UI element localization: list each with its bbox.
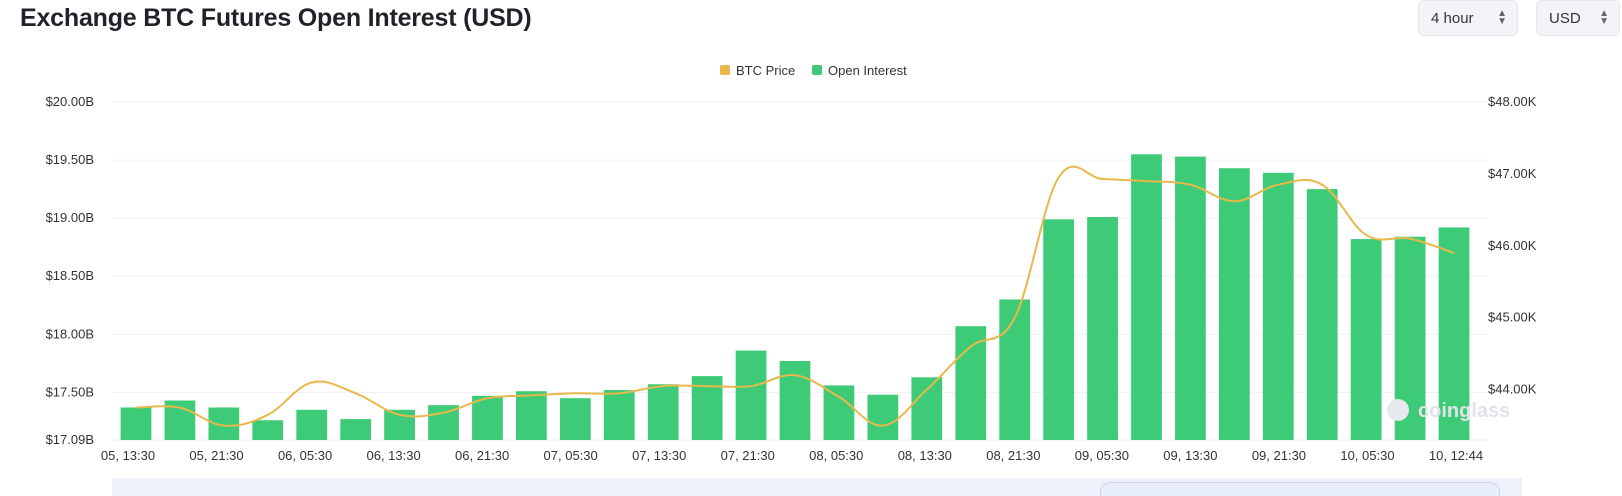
open-interest-bar[interactable] — [647, 384, 679, 440]
right-axis: $48.00K $47.00K $46.00K $45.00K $44.00K — [1488, 94, 1537, 397]
interval-select[interactable]: 4 hour ▲ ▼ — [1418, 0, 1518, 36]
coinglass-watermark: coinglass — [1418, 400, 1510, 422]
left-axis-tick-label: $20.00B — [46, 94, 94, 109]
open-interest-bar[interactable] — [999, 299, 1031, 440]
open-interest-bar[interactable] — [1438, 227, 1470, 440]
left-axis-tick-label: $19.50B — [46, 152, 94, 167]
open-interest-bar[interactable] — [911, 377, 943, 440]
x-axis-tick-label: 08, 13:30 — [898, 448, 952, 463]
right-axis-tick-label: $45.00K — [1488, 310, 1537, 325]
open-interest-bar[interactable] — [120, 407, 152, 440]
chevron-updown-icon: ▲ ▼ — [1497, 8, 1507, 27]
open-interest-bar[interactable] — [735, 350, 767, 440]
open-interest-bar[interactable] — [1306, 189, 1338, 440]
open-interest-bar[interactable] — [1043, 219, 1074, 440]
x-axis-tick-label: 08, 21:30 — [986, 448, 1040, 463]
x-axis-tick-label: 05, 13:30 — [101, 448, 155, 463]
open-interest-bar[interactable] — [559, 398, 591, 440]
open-interest-bar[interactable] — [867, 394, 899, 440]
open-interest-bar[interactable] — [1350, 239, 1382, 440]
x-axis-tick-label: 05, 21:30 — [189, 448, 243, 463]
right-axis-tick-label: $48.00K — [1488, 94, 1537, 109]
open-interest-bar[interactable] — [603, 390, 635, 440]
interval-select-value: 4 hour — [1431, 9, 1474, 27]
open-interest-bar[interactable] — [296, 409, 328, 440]
left-axis-tick-label: $19.00B — [46, 210, 94, 225]
legend: BTC Price Open Interest — [720, 63, 907, 78]
right-axis-tick-label: $44.00K — [1488, 382, 1537, 397]
left-axis-tick-label: $18.50B — [46, 268, 94, 283]
range-navigator-handle[interactable] — [1100, 482, 1500, 496]
legend-open-interest-label[interactable]: Open Interest — [828, 63, 907, 78]
x-axis-tick-label: 07, 21:30 — [721, 448, 775, 463]
x-axis-tick-label: 08, 05:30 — [809, 448, 863, 463]
btc-price-line — [135, 165, 1455, 427]
open-interest-bar[interactable] — [823, 385, 855, 440]
open-interest-bar[interactable] — [1131, 154, 1162, 440]
left-axis-tick-label: $18.00B — [46, 326, 94, 341]
x-axis-tick-label: 07, 13:30 — [632, 448, 686, 463]
left-axis: $20.00B $19.50B $19.00B $18.50B $18.00B $17.5… — [46, 94, 94, 447]
right-axis-tick-label: $46.00K — [1488, 238, 1537, 253]
page-title: Exchange BTC Futures Open Interest (USD) — [20, 4, 532, 32]
open-interest-bar[interactable] — [1262, 172, 1294, 440]
x-axis-tick-label: 10, 12:44 — [1429, 448, 1483, 463]
legend-btc-price-label[interactable]: BTC Price — [736, 63, 795, 78]
open-interest-bar[interactable] — [340, 419, 372, 440]
open-interest-bar[interactable] — [472, 395, 503, 440]
x-axis-tick-label: 09, 05:30 — [1075, 448, 1129, 463]
open-interest-bar[interactable] — [779, 361, 811, 440]
right-axis-tick-label: $47.00K — [1488, 166, 1537, 181]
legend-btc-price-swatch[interactable] — [720, 65, 730, 75]
open-interest-chart: $20.00B $19.50B $19.00B $18.50B $18.00B $17.5… — [46, 63, 1537, 463]
open-interest-bar[interactable] — [1087, 216, 1118, 440]
open-interest-bar[interactable] — [516, 391, 547, 440]
currency-select-value: USD — [1549, 9, 1581, 27]
open-interest-bar[interactable] — [1175, 156, 1206, 440]
open-interest-bar[interactable] — [428, 405, 459, 440]
x-axis-tick-label: 10, 05:30 — [1340, 448, 1394, 463]
currency-select[interactable]: USD ▲ ▼ — [1536, 0, 1620, 36]
chevron-updown-icon: ▲ ▼ — [1599, 8, 1609, 27]
coinglass-logo-icon — [1387, 399, 1409, 421]
open-interest-bars — [120, 154, 1470, 441]
legend-open-interest-swatch[interactable] — [812, 65, 822, 75]
x-axis-tick-label: 06, 05:30 — [278, 448, 332, 463]
x-axis: 05, 13:30 05, 21:30 06, 05:30 06, 13:30 06, … — [101, 448, 1483, 463]
left-axis-tick-label: $17.50B — [46, 384, 94, 399]
x-axis-tick-label: 07, 05:30 — [544, 448, 598, 463]
x-axis-tick-label: 06, 13:30 — [366, 448, 420, 463]
x-axis-tick-label: 09, 13:30 — [1163, 448, 1217, 463]
x-axis-tick-label: 09, 21:30 — [1252, 448, 1306, 463]
left-axis-tick-label: $17.09B — [46, 432, 94, 447]
x-axis-tick-label: 06, 21:30 — [455, 448, 509, 463]
open-interest-bar[interactable] — [955, 326, 987, 440]
open-interest-bar[interactable] — [252, 420, 284, 440]
open-interest-bar[interactable] — [1218, 168, 1250, 441]
